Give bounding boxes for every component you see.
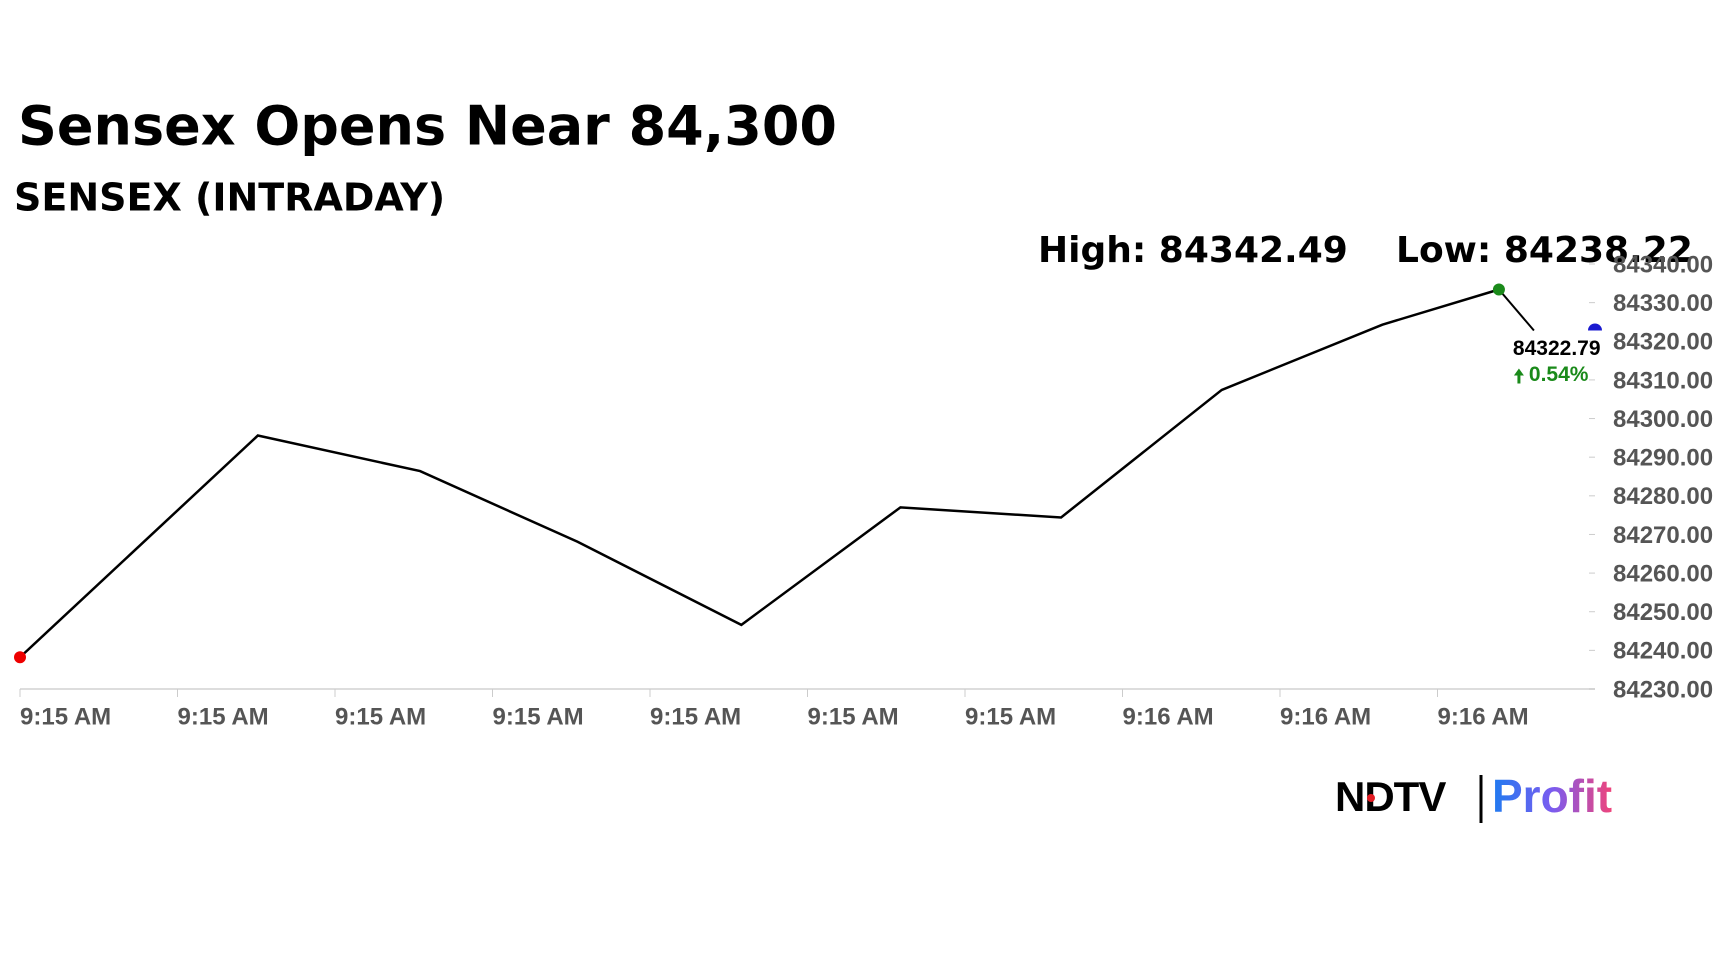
x-tick-label: 9:15 AM: [493, 703, 584, 730]
up-arrow: [1513, 368, 1524, 384]
y-tick-label: 84240.00: [1613, 638, 1713, 665]
y-tick-label: 84260.00: [1613, 560, 1713, 587]
x-tick-label: 9:15 AM: [20, 703, 111, 730]
plot-area: 84230.00 84240.00 84250.00 84260.00 84270.00…: [14, 251, 1713, 730]
change-label: 0.54%: [1529, 363, 1589, 386]
x-tick-label: 9:15 AM: [808, 703, 899, 730]
y-tick-label: 84290.00: [1613, 445, 1713, 472]
y-tick-label: 84300.00: [1613, 406, 1713, 433]
y-tick-label: 84310.00: [1613, 367, 1713, 394]
chart-subtitle: SENSEX (INTRADAY): [14, 176, 445, 220]
y-tick-label: 84250.00: [1613, 599, 1713, 626]
logo-dot: [1367, 794, 1375, 802]
x-tick-label: 9:16 AM: [1123, 703, 1214, 730]
x-tick-label: 9:15 AM: [178, 703, 269, 730]
high-annotation: High: 84342.49: [1038, 230, 1348, 271]
last-point: [1492, 283, 1505, 296]
x-tick-label: 9:15 AM: [335, 703, 426, 730]
leader-line: [1498, 288, 1535, 332]
y-tick-label: 84230.00: [1613, 676, 1713, 703]
x-tick-label: 9:15 AM: [650, 703, 741, 730]
x-tick-label: 9:15 AM: [965, 703, 1056, 730]
chart-title: Sensex Opens Near 84,300: [18, 95, 837, 158]
logo-ndtv: NDTV: [1335, 773, 1446, 820]
x-tick-label: 9:16 AM: [1280, 703, 1371, 730]
current-value-label: 84322.79: [1513, 337, 1601, 360]
y-tick-label: 84330.00: [1613, 290, 1713, 317]
low-annotation: Low: 84238.22: [1396, 230, 1693, 271]
current-marker: [1588, 323, 1602, 331]
y-tick-label: 84280.00: [1613, 483, 1713, 510]
y-tick-label: 84320.00: [1613, 329, 1713, 356]
line-series: [19, 288, 1500, 659]
y-tick-label: 84340.00: [1613, 251, 1713, 278]
logo-profit: Profit: [1492, 770, 1612, 822]
x-tick-label: 9:16 AM: [1438, 703, 1529, 730]
start-point: [14, 651, 26, 664]
y-tick-label: 84270.00: [1613, 522, 1713, 549]
